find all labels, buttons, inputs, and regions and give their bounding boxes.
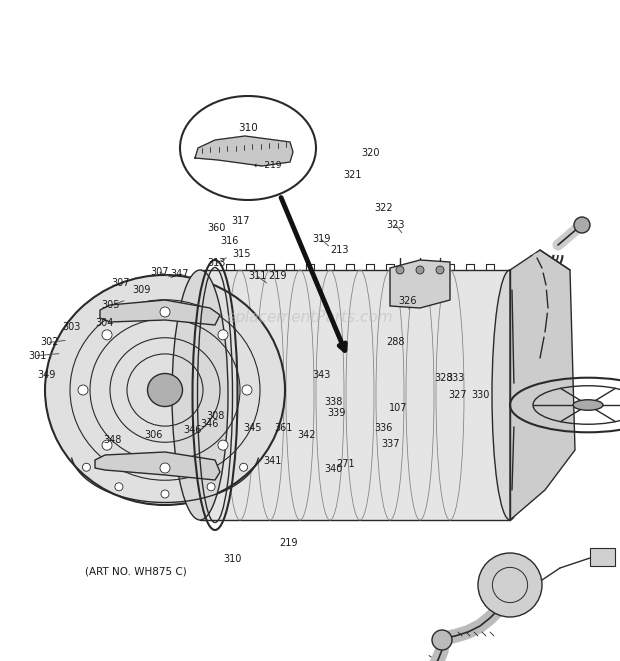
- Text: 313: 313: [208, 258, 226, 268]
- Polygon shape: [390, 260, 450, 308]
- Text: 322: 322: [374, 203, 392, 214]
- Text: 342: 342: [298, 430, 316, 440]
- Circle shape: [115, 483, 123, 490]
- Polygon shape: [195, 136, 293, 166]
- Circle shape: [574, 217, 590, 233]
- Circle shape: [242, 385, 252, 395]
- Text: 310: 310: [223, 553, 242, 564]
- Text: 316: 316: [220, 236, 239, 247]
- Ellipse shape: [573, 400, 603, 410]
- Text: 219: 219: [268, 271, 287, 282]
- Circle shape: [161, 490, 169, 498]
- Ellipse shape: [492, 270, 528, 520]
- Ellipse shape: [148, 373, 182, 407]
- Text: 361: 361: [275, 423, 293, 434]
- Text: 305: 305: [101, 300, 120, 311]
- Text: 309: 309: [132, 284, 151, 295]
- Ellipse shape: [180, 96, 316, 200]
- Circle shape: [102, 440, 112, 450]
- Text: 307: 307: [151, 267, 169, 278]
- Text: eplacementParts.com: eplacementParts.com: [227, 310, 393, 325]
- Text: 317: 317: [231, 216, 250, 227]
- Bar: [590, 548, 615, 566]
- Text: 327: 327: [448, 390, 467, 401]
- Text: 301: 301: [28, 350, 46, 361]
- Text: 360: 360: [208, 223, 226, 233]
- Circle shape: [78, 385, 88, 395]
- Text: 303: 303: [62, 322, 81, 332]
- Text: 340: 340: [324, 464, 343, 475]
- Circle shape: [102, 330, 112, 340]
- Text: 348: 348: [104, 434, 122, 445]
- Text: 341: 341: [264, 456, 282, 467]
- Text: 345: 345: [244, 423, 262, 434]
- Text: 347: 347: [170, 269, 189, 280]
- Text: 311: 311: [248, 271, 267, 282]
- Circle shape: [160, 463, 170, 473]
- Text: 271: 271: [337, 459, 355, 469]
- Circle shape: [396, 266, 404, 274]
- Text: 326: 326: [399, 295, 417, 306]
- Circle shape: [478, 553, 542, 617]
- Circle shape: [239, 463, 247, 471]
- Text: 349: 349: [37, 370, 56, 381]
- Text: 213: 213: [330, 245, 349, 255]
- Polygon shape: [200, 270, 510, 520]
- Text: 304: 304: [95, 317, 113, 328]
- Text: 307: 307: [112, 278, 130, 288]
- Text: (ART NO. WH875 C): (ART NO. WH875 C): [85, 567, 187, 577]
- Text: 308: 308: [206, 411, 225, 422]
- Circle shape: [160, 307, 170, 317]
- Text: 288: 288: [386, 337, 405, 348]
- Text: 310: 310: [238, 123, 258, 133]
- Text: 319: 319: [312, 234, 330, 245]
- Text: 219: 219: [279, 538, 298, 549]
- Circle shape: [218, 440, 228, 450]
- Text: 346: 346: [183, 424, 202, 435]
- Circle shape: [432, 630, 452, 650]
- Text: 337: 337: [381, 439, 400, 449]
- Text: 346: 346: [200, 419, 219, 430]
- Text: 321: 321: [343, 170, 361, 180]
- Polygon shape: [95, 452, 220, 480]
- Circle shape: [218, 330, 228, 340]
- Text: 306: 306: [144, 430, 163, 440]
- Text: 302: 302: [40, 337, 59, 348]
- Text: 323: 323: [386, 219, 405, 230]
- Text: ← 219: ← 219: [254, 161, 281, 169]
- Text: 333: 333: [446, 373, 465, 383]
- Text: 330: 330: [471, 390, 490, 401]
- Circle shape: [82, 463, 91, 471]
- Circle shape: [207, 483, 215, 490]
- Text: 336: 336: [374, 423, 392, 434]
- Ellipse shape: [172, 270, 228, 520]
- Text: 338: 338: [324, 397, 343, 407]
- Text: 107: 107: [389, 403, 407, 414]
- Circle shape: [436, 266, 444, 274]
- Text: 315: 315: [232, 249, 251, 260]
- Text: 320: 320: [361, 148, 380, 159]
- Ellipse shape: [45, 275, 285, 505]
- Polygon shape: [510, 250, 575, 520]
- Polygon shape: [100, 300, 220, 325]
- Text: 339: 339: [327, 408, 345, 418]
- Text: 328: 328: [434, 373, 453, 383]
- Text: 343: 343: [312, 370, 330, 381]
- Circle shape: [416, 266, 424, 274]
